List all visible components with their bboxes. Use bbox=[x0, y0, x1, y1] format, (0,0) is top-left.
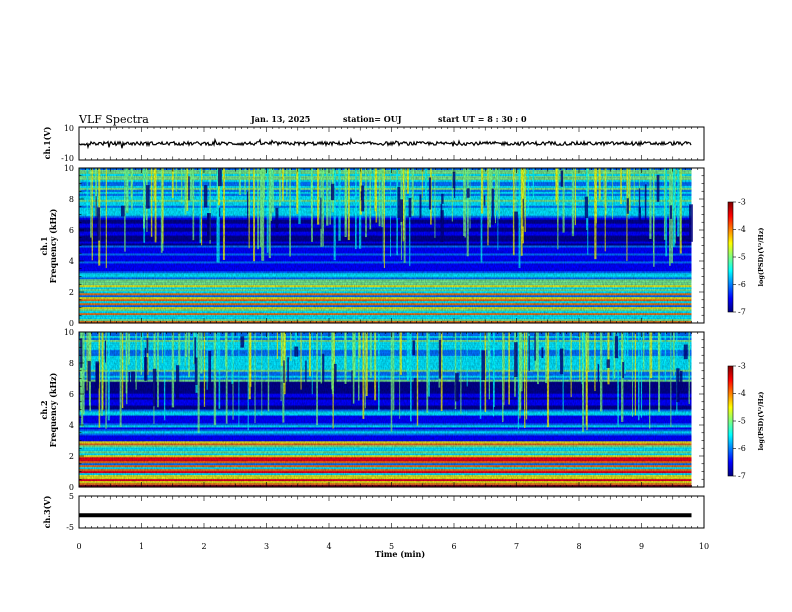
ch1-colorbar-gradient bbox=[727, 201, 734, 313]
ch3-ytick-bottom: -5 bbox=[66, 523, 74, 532]
colorbar-tick-label: -6 bbox=[738, 280, 746, 289]
colorbar-tick-label: -4 bbox=[738, 389, 746, 398]
start-time-label: start UT = 8 : 30 : 0 bbox=[438, 114, 527, 124]
y-tick-label: 0 bbox=[69, 483, 74, 492]
ch2-spectrogram bbox=[79, 332, 704, 488]
x-tick-label: 3 bbox=[264, 542, 269, 551]
ch1-colorbar-label: log(PSD)(V²/Hz) bbox=[757, 228, 765, 287]
ch3-ytick-top: 5 bbox=[69, 492, 74, 501]
x-tick-label: 0 bbox=[76, 542, 81, 551]
y-tick-label: 2 bbox=[69, 288, 74, 297]
colorbar-tick-label: -3 bbox=[738, 362, 746, 371]
colorbar-tick-label: -3 bbox=[738, 198, 746, 207]
y-tick-label: 6 bbox=[69, 226, 74, 235]
x-tick-label: 2 bbox=[201, 542, 206, 551]
y-tick-label: 4 bbox=[69, 421, 74, 430]
y-tick-label: 8 bbox=[69, 195, 74, 204]
y-tick-label: 4 bbox=[69, 257, 74, 266]
ch2-colorbar-gradient bbox=[727, 365, 734, 477]
colorbar-tick-label: -6 bbox=[738, 444, 746, 453]
ch1-spec-ylabel-line1: ch.1 bbox=[39, 236, 49, 255]
colorbar-tick-label: -4 bbox=[738, 225, 746, 234]
ch1-trace bbox=[78, 137, 692, 150]
ch1-ytick-top: 10 bbox=[64, 124, 74, 133]
date-label: Jan. 13, 2025 bbox=[250, 114, 310, 124]
x-tick-label: 8 bbox=[576, 542, 581, 551]
ch3-waveform-panel: 5 -5 ch.3(V) 0 1 2 3 4 5 6 7 8 9 10 Time (min) bbox=[42, 492, 709, 559]
x-tick-label: 7 bbox=[514, 542, 519, 551]
colorbar-tick-label: -5 bbox=[738, 253, 746, 262]
ch1-spectrogram-panel: 0 2 4 6 8 10 ch.1 Frequency (kHz) -3 -4 -5 -6 -7 … bbox=[39, 164, 765, 328]
ch1-waveform-panel: 10 -10 ch.1(V) bbox=[42, 124, 705, 163]
ch2-colorbar: -3 -4 -5 -6 -7 log(PSD)(V²/Hz) bbox=[727, 362, 765, 481]
spec-noise bbox=[79, 332, 692, 487]
ch3-frame bbox=[78, 495, 705, 529]
ch1-ytick-bottom: -10 bbox=[61, 154, 74, 163]
ch3-ylabel: ch.3(V) bbox=[42, 495, 52, 528]
ch2-spec-ylabel-line2: Frequency (kHz) bbox=[48, 372, 58, 447]
ch2-colorbar-label: log(PSD)(V²/Hz) bbox=[757, 392, 765, 451]
y-tick-label: 10 bbox=[64, 328, 74, 337]
colorbar-tick-label: -5 bbox=[738, 417, 746, 426]
colorbar-tick-label: -7 bbox=[738, 472, 746, 481]
ch2-spec-ylabel-line1: ch.2 bbox=[39, 400, 49, 419]
y-tick-label: 8 bbox=[69, 359, 74, 368]
station-label: station= OUJ bbox=[343, 114, 402, 124]
spec-noise bbox=[79, 168, 692, 323]
ch1-ylabel: ch.1(V) bbox=[42, 126, 52, 159]
x-tick-label: 9 bbox=[639, 542, 644, 551]
ch2-spectrogram-panel: 0 2 4 6 8 10 ch.2 Frequency (kHz) -3 -4 -5 -6 -7 … bbox=[39, 328, 765, 492]
colorbar-tick-label: -7 bbox=[738, 308, 746, 317]
ch1-spectrogram bbox=[79, 168, 704, 324]
y-tick-label: 6 bbox=[69, 390, 74, 399]
x-tick-label: 1 bbox=[139, 542, 144, 551]
figure-title: VLF Spectra bbox=[78, 113, 149, 126]
y-tick-label: 10 bbox=[64, 164, 74, 173]
x-axis-label: Time (min) bbox=[375, 549, 425, 559]
y-tick-label: 0 bbox=[69, 319, 74, 328]
ch1-spec-ylabel-line2: Frequency (kHz) bbox=[48, 208, 58, 283]
x-tick-label: 6 bbox=[451, 542, 456, 551]
y-tick-label: 2 bbox=[69, 452, 74, 461]
x-tick-label: 5 bbox=[389, 542, 394, 551]
x-tick-label: 4 bbox=[326, 542, 331, 551]
x-tick-label: 10 bbox=[699, 542, 709, 551]
ch1-colorbar: -3 -4 -5 -6 -7 log(PSD)(V²/Hz) bbox=[727, 198, 765, 317]
